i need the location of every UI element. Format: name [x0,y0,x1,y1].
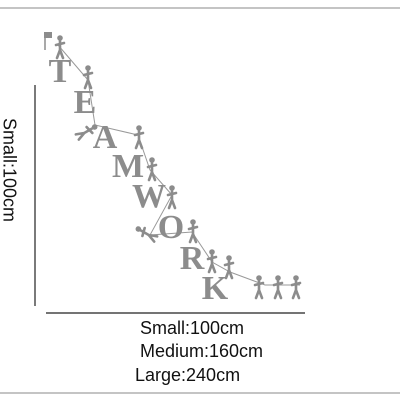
figure-body [82,69,94,90]
climber-figure [146,157,158,182]
figure-body [133,129,145,150]
figure-head [209,249,215,255]
figure-body [146,161,158,182]
climber-figure [74,124,98,141]
figure-head [136,125,142,131]
size-option: Small:100cm [140,318,244,338]
decal-letter: T [49,53,72,90]
decal-letter: A [93,119,118,156]
rope [57,44,300,286]
climber-figure [253,275,265,300]
decal-letter: M [112,148,144,185]
figure-body [54,39,66,60]
figure-body [206,253,218,274]
height-label: Small:100cm [0,118,19,222]
decal-letter: R [180,240,205,277]
figure-head [57,35,63,41]
flag [44,32,52,38]
figure-head [275,275,281,281]
figure-body [223,259,235,280]
figure-body [139,226,159,243]
decal-letter: K [202,270,229,307]
figure-body [187,223,199,244]
figure-body [253,279,265,300]
climber-figure [133,125,145,150]
climber-figure [135,226,159,243]
figure-head [293,275,299,281]
climber-figure [290,275,302,300]
figure-body [74,125,94,141]
decal-letter: O [158,209,184,246]
climber-figure [272,275,284,300]
figure-head [190,219,196,225]
climber-figure [206,249,218,274]
climber-figure [82,65,94,90]
figure-head [256,275,262,281]
figure-body [290,279,302,300]
climber-figure [223,255,235,280]
size-option: Medium:160cm [140,341,263,361]
decal-letter: E [74,84,97,121]
climber-figure [187,219,199,244]
figure-head [226,255,232,261]
climber-figure [54,35,66,60]
figure-body [272,279,284,300]
decal-letter: W [132,178,166,215]
size-option: Large:240cm [135,365,240,385]
figure-head [169,185,175,191]
figure-head [149,157,155,163]
figure-body [166,189,178,210]
climber-figure [166,185,178,210]
figure-head [85,65,91,71]
